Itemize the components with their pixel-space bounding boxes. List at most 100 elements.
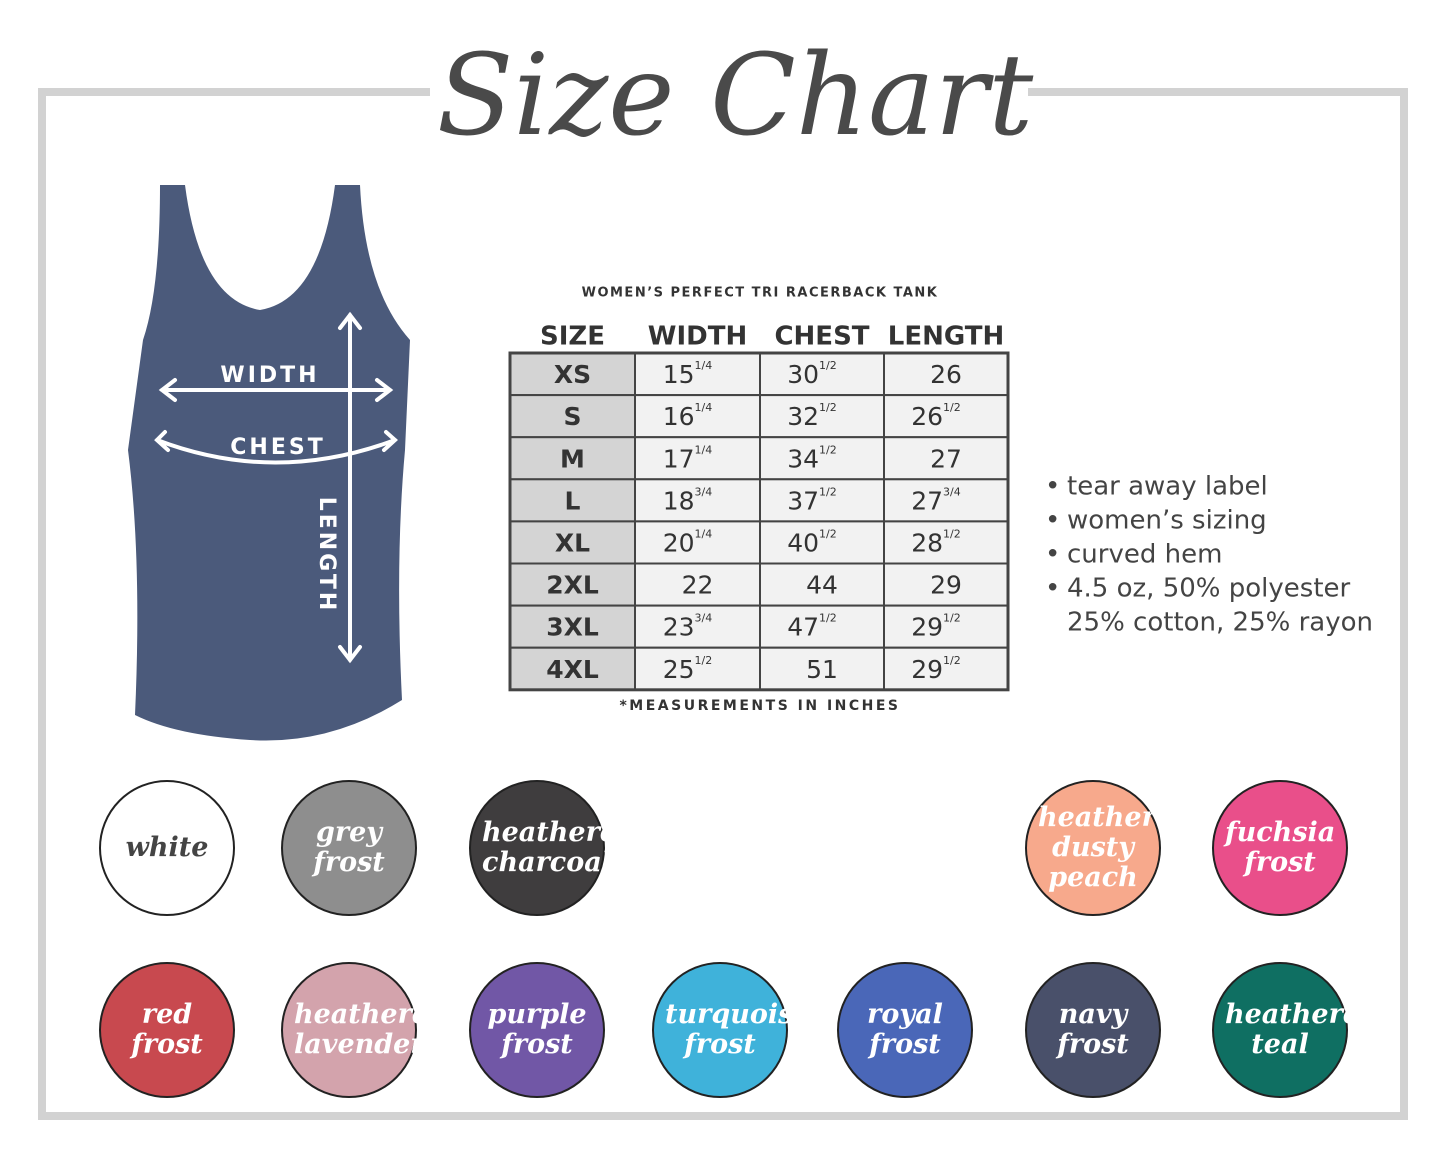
whole: 17 (663, 444, 695, 473)
measurement: 22 (682, 571, 714, 600)
swatch-label: heathered charcoal (482, 817, 636, 878)
table-cell (634, 436, 761, 481)
table-cell (634, 520, 761, 565)
fraction: 1/2 (943, 654, 961, 667)
measurement: 371/2 (787, 485, 837, 515)
swatch-label: heathered lavender (294, 999, 448, 1060)
whole: 15 (663, 360, 695, 389)
color-swatch: royal frost (837, 962, 973, 1098)
bullet: • (1045, 540, 1060, 570)
title: Size Chart (437, 31, 1035, 161)
size-label: XL (555, 528, 590, 557)
fraction: 1/2 (819, 612, 837, 625)
width-label: WIDTH (220, 363, 319, 388)
subtitle: WOMEN’S PERFECT TRI RACERBACK TANK (582, 286, 939, 301)
swatch-label: royal frost (867, 999, 943, 1060)
color-swatch: heathered teal (1212, 962, 1379, 1098)
table-note: *MEASUREMENTS IN INCHES (619, 698, 900, 714)
table-header: CHEST (774, 322, 869, 352)
color-swatch: navy frost (1025, 962, 1161, 1098)
size-label: 2XL (546, 571, 599, 600)
fraction: 1/2 (943, 401, 961, 414)
size-label: 3XL (546, 613, 599, 642)
whole: 28 (911, 528, 943, 557)
measurement: 29 (930, 571, 962, 600)
measurement: 291/2 (911, 654, 961, 684)
table-header: WIDTH (648, 322, 747, 352)
table-cell (509, 604, 636, 649)
table-cell (634, 604, 761, 649)
fraction: 1/2 (819, 401, 837, 414)
table-cell (759, 394, 885, 439)
table-cell (759, 436, 885, 481)
measurement: 273/4 (911, 485, 961, 515)
measurement: 171/4 (663, 443, 713, 473)
fraction: 1/2 (819, 485, 837, 498)
color-swatch: white (99, 780, 235, 916)
arrows (154, 311, 398, 664)
color-swatch: purple frost (469, 962, 605, 1098)
whole: 34 (787, 444, 819, 473)
measurement: 183/4 (663, 485, 713, 515)
measurement: 201/4 (663, 527, 713, 557)
feature-text: 4.5 oz, 50% polyester (1067, 574, 1351, 604)
color-swatch: grey frost (281, 780, 417, 916)
measurement: 301/2 (787, 359, 837, 389)
swatch-label: heathered dusty peach (1038, 802, 1192, 893)
feature-text: women’s sizing (1067, 506, 1267, 536)
table-header: LENGTH (888, 322, 1004, 352)
fraction: 1/2 (819, 443, 837, 456)
whole: 40 (787, 528, 819, 557)
size-label: XS (554, 360, 591, 389)
swatch-label: heathered teal (1225, 999, 1379, 1060)
whole: 26 (911, 402, 943, 431)
whole: 29 (911, 613, 943, 642)
color-swatch: heathered charcoal (469, 780, 636, 916)
table-cell (509, 646, 636, 691)
whole: 37 (787, 486, 819, 515)
measurement: 471/2 (787, 612, 837, 642)
fraction: 3/4 (695, 612, 713, 625)
feature-text: tear away label (1067, 472, 1268, 502)
swatch-label: purple frost (487, 999, 587, 1060)
feature-text: 25% cotton, 25% rayon (1067, 608, 1373, 638)
measurement: 401/2 (787, 527, 837, 557)
whole: 23 (663, 613, 695, 642)
swatch-label: fuchsia frost (1225, 817, 1336, 878)
color-swatch: fuchsia frost (1212, 780, 1348, 916)
size-label: M (560, 444, 585, 473)
measurement: 321/2 (787, 401, 837, 431)
measurement: 281/2 (911, 527, 961, 557)
swatch-label: grey frost (313, 817, 385, 878)
swatch-label: red frost (131, 999, 203, 1060)
measurement: 26 (930, 360, 962, 389)
table-header: SIZE (540, 322, 605, 352)
measurement: 51 (806, 655, 838, 684)
fraction: 1/2 (943, 612, 961, 625)
table-cell (509, 394, 636, 439)
measurement: 44 (806, 571, 838, 600)
fraction: 1/2 (819, 527, 837, 540)
fraction: 1/2 (695, 654, 713, 667)
color-swatch: red frost (99, 962, 235, 1098)
frame (38, 88, 1408, 1120)
fraction: 3/4 (943, 485, 961, 498)
whole: 18 (663, 486, 695, 515)
color-swatch: heathered lavender (281, 962, 448, 1098)
measurement: 161/4 (663, 401, 713, 431)
whole: 32 (787, 402, 819, 431)
whole: 30 (787, 360, 819, 389)
fraction: 1/4 (695, 527, 713, 540)
whole: 29 (911, 655, 943, 684)
measurement: 341/2 (787, 443, 837, 473)
whole: 47 (787, 613, 819, 642)
whole: 16 (663, 402, 695, 431)
color-swatch: heathered dusty peach (1025, 780, 1192, 916)
fraction: 1/4 (695, 359, 713, 372)
size-label: 4XL (546, 655, 599, 684)
size-label: S (563, 402, 581, 431)
table-cell (883, 436, 1009, 481)
